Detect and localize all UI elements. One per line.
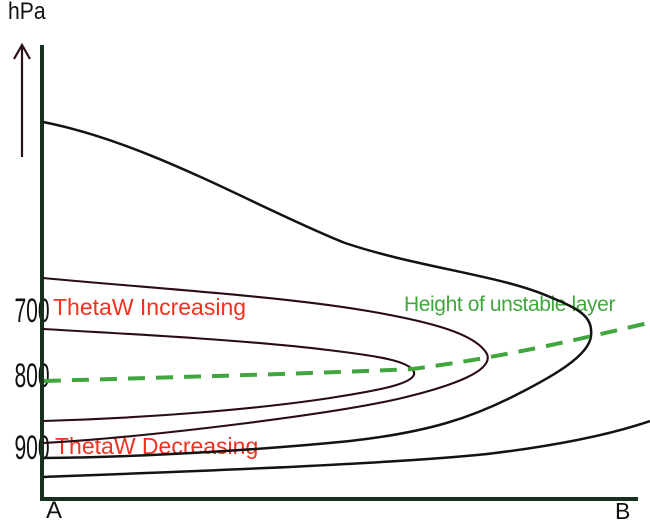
inner-contour bbox=[42, 327, 416, 423]
thetaw-decreasing-label: ThetaW Decreasing bbox=[55, 433, 259, 459]
pressure-tick-900: 900 bbox=[14, 429, 50, 467]
unstable-layer-dashed-line bbox=[43, 321, 649, 383]
unstable-layer-label: Height of unstable layer bbox=[404, 293, 616, 316]
outer-contour bbox=[42, 120, 593, 460]
up-arrow-head-icon bbox=[13, 42, 31, 60]
pressure-unit-label: hPa bbox=[8, 0, 46, 25]
thetaw-increasing-label: ThetaW Increasing bbox=[53, 294, 247, 320]
endpoint-a-label: A bbox=[46, 497, 63, 524]
pressure-tick-700: 700 bbox=[14, 292, 50, 330]
pressure-tick-800: 800 bbox=[14, 357, 50, 395]
endpoint-b-label: B bbox=[615, 498, 631, 524]
